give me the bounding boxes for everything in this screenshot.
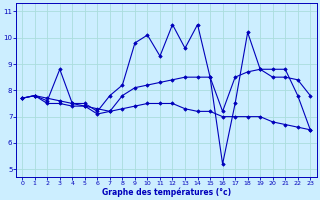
X-axis label: Graphe des températures (°c): Graphe des températures (°c): [102, 187, 231, 197]
